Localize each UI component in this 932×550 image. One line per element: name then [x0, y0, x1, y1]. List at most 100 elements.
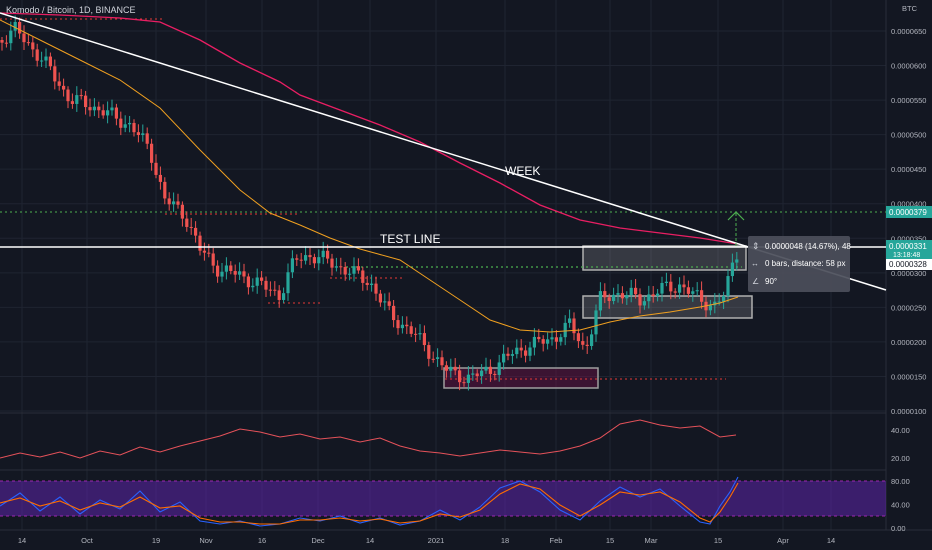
- candle: [84, 90, 88, 115]
- measure-arrow-head: [727, 211, 745, 221]
- candle: [356, 258, 360, 274]
- candle: [97, 101, 101, 118]
- time-tick-label: Apr: [777, 536, 789, 545]
- candle: [128, 115, 132, 133]
- candle: [383, 293, 387, 311]
- candle: [176, 193, 180, 209]
- time-tick-label: 14: [366, 536, 374, 545]
- candle: [106, 101, 110, 124]
- candle: [268, 281, 272, 297]
- candle: [550, 328, 554, 346]
- grid: [0, 0, 886, 530]
- price-tick-label: 0.0000100: [891, 407, 926, 416]
- candle: [625, 291, 629, 305]
- price-tick-label: 0.0000150: [891, 372, 926, 381]
- candle: [4, 35, 8, 48]
- candle: [497, 354, 501, 382]
- candle: [510, 349, 514, 364]
- candle: [264, 276, 268, 297]
- candle: [422, 325, 426, 352]
- candle: [691, 287, 695, 302]
- candle: [392, 300, 396, 328]
- candle: [634, 279, 638, 299]
- symbol-title[interactable]: Komodo / Bitcoin, 1D, BINANCE: [6, 5, 136, 15]
- candle: [290, 250, 294, 279]
- time-tick-label: 14: [18, 536, 26, 545]
- candle: [664, 272, 668, 287]
- candle: [233, 264, 237, 283]
- candle: [660, 276, 664, 302]
- candle: [312, 253, 316, 269]
- candles: [0, 15, 739, 391]
- week-trend-line[interactable]: [0, 12, 887, 291]
- price-axis-unit: BTC: [902, 4, 918, 13]
- candle: [154, 154, 158, 179]
- candle: [251, 278, 255, 292]
- time-axis[interactable]: 14 Oct 19 Nov 16 Dec 14 2021 18 Feb 15 Mar 15 Apr 14: [18, 536, 835, 545]
- time-tick-label: Nov: [199, 536, 213, 545]
- candle: [158, 166, 162, 190]
- candle: [673, 288, 677, 299]
- candle: [365, 275, 369, 291]
- candle: [317, 249, 321, 271]
- test-line-label: TEST LINE: [380, 232, 440, 246]
- badge-last: 0.0000331 13:18:48: [886, 240, 932, 259]
- candle: [506, 347, 510, 361]
- candle: [277, 285, 281, 308]
- candle: [62, 78, 66, 97]
- candle: [572, 312, 576, 341]
- candle: [260, 271, 264, 286]
- candle: [207, 243, 211, 258]
- candle: [669, 274, 673, 300]
- candle: [246, 273, 250, 295]
- candle: [110, 99, 114, 116]
- measure-angle-icon: ∠: [752, 277, 759, 286]
- time-tick-label: 16: [258, 536, 266, 545]
- candle: [590, 329, 594, 350]
- resistance-box[interactable]: [582, 245, 747, 271]
- candle: [620, 286, 624, 304]
- candle: [150, 138, 154, 171]
- candle: [273, 281, 277, 296]
- candle: [603, 283, 607, 304]
- price-axis[interactable]: 0.0000650 0.0000600 0.0000550 0.0000500 0.00…: [891, 27, 926, 416]
- candle: [185, 211, 189, 232]
- candle: [400, 316, 404, 334]
- candle: [70, 93, 74, 109]
- time-tick-label: Feb: [550, 536, 563, 545]
- candle: [13, 15, 17, 38]
- candle: [453, 358, 457, 376]
- price-tick-label: 0.0000650: [891, 27, 926, 36]
- rsi-axis[interactable]: 40.00 20.00: [891, 426, 910, 463]
- candle: [409, 321, 413, 338]
- stoch-d-line: [0, 482, 739, 525]
- candle: [198, 231, 202, 256]
- candle: [299, 252, 303, 269]
- time-tick-label: 19: [152, 536, 160, 545]
- stoch-tick-label: 80.00: [891, 477, 910, 486]
- rsi-line: [0, 419, 737, 459]
- stoch-tick-label: 0.00: [891, 524, 906, 533]
- candle: [471, 365, 475, 381]
- candle: [330, 253, 334, 276]
- candle: [123, 115, 127, 133]
- candle: [378, 289, 382, 307]
- range-box[interactable]: [582, 295, 753, 319]
- candle: [559, 333, 563, 346]
- candle: [352, 257, 356, 282]
- candle: [216, 260, 220, 283]
- candle: [370, 274, 374, 292]
- candle: [475, 369, 479, 382]
- candle: [48, 52, 52, 71]
- price-tick-label: 0.0000200: [891, 338, 926, 347]
- candle: [722, 291, 726, 310]
- candle: [414, 327, 418, 343]
- candle: [695, 282, 699, 297]
- price-tick-label: 0.0000400: [891, 200, 926, 209]
- candle: [40, 51, 44, 67]
- stoch-axis[interactable]: 80.00 40.00 0.00: [891, 477, 910, 533]
- candle: [598, 282, 602, 317]
- badge-green-text: 0.0000379: [889, 208, 927, 217]
- time-tick-label: Dec: [311, 536, 325, 545]
